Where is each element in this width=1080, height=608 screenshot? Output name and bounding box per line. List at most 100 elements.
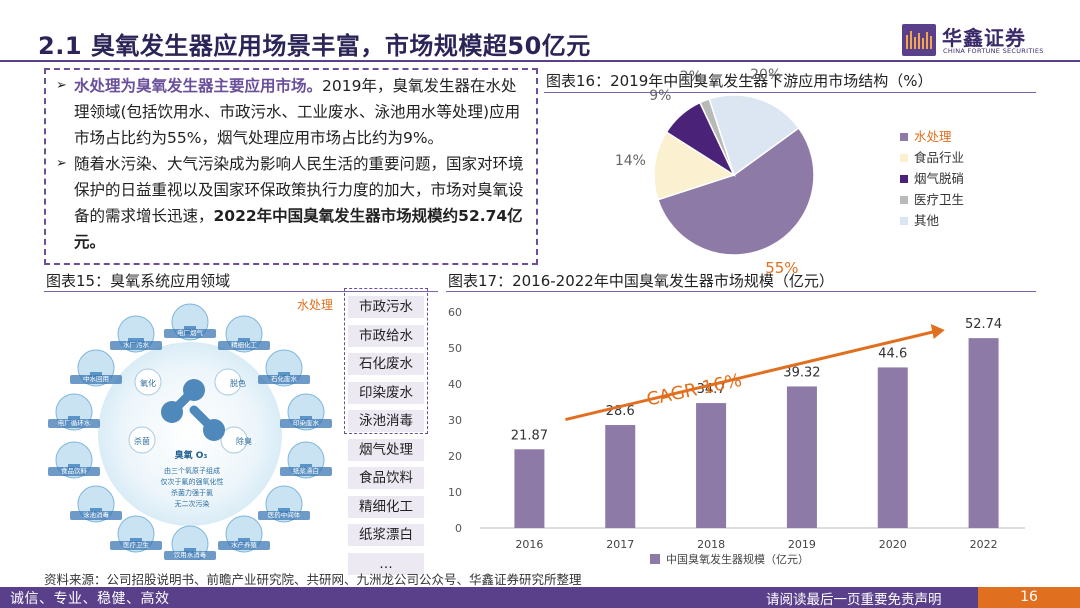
bar xyxy=(514,449,545,528)
bullet-2-strong: 2022年中国臭氧发生器市场规模约52.74亿元。 xyxy=(74,207,523,251)
pie-data-label: 14% xyxy=(614,152,646,169)
page-number: 16 xyxy=(978,587,1080,608)
application-photo-label: 纸浆漂白 xyxy=(280,467,332,476)
application-item: 纸浆漂白 xyxy=(348,524,424,546)
legend-label: 食品行业 xyxy=(914,150,965,165)
water-application-item: 石化废水 xyxy=(348,353,424,375)
bullet-2-text: 随着水污染、大气污染成为影响人民生活的重要问题，国家对环境保护的日益重视以及国家… xyxy=(74,155,524,225)
water-treatment-box xyxy=(344,288,428,434)
pie-slice-0 xyxy=(656,126,814,256)
fig17-title: 图表17：2016-2022年中国臭氧发生器市场规模（亿元） xyxy=(448,272,834,290)
bar-legend-label: 中国臭氧发生器规模（亿元） xyxy=(666,552,809,566)
fig16-rule xyxy=(544,92,1036,93)
cagr-trend-arrow xyxy=(565,330,934,422)
pie-slice-1 xyxy=(654,131,736,201)
y-tick-label: 20 xyxy=(448,450,462,463)
x-tick-label: 2017 xyxy=(606,538,634,551)
cagr-arrowhead-icon xyxy=(930,324,945,339)
bar xyxy=(877,367,908,528)
bar-legend-swatch xyxy=(650,554,660,564)
application-photo-label: 食品饮料 xyxy=(48,467,100,476)
application-item: … xyxy=(348,552,424,575)
y-tick-label: 60 xyxy=(448,306,462,319)
application-photo-label: 饮用水消毒 xyxy=(164,551,216,560)
bar-data-label: 52.74 xyxy=(965,317,1002,332)
ozone-description: 由三个氧原子组成 xyxy=(164,467,220,475)
application-photo-label: 医疗卫生 xyxy=(110,541,162,550)
application-photo-label: 印染废水 xyxy=(280,419,332,428)
center-label: 除臭 xyxy=(236,437,252,446)
footer-bar: 诚信、专业、稳健、高效 请阅读最后一页重要免责声明 16 xyxy=(0,587,1080,608)
application-photo-label: 水厂污水 xyxy=(110,341,162,350)
legend-label: 医疗卫生 xyxy=(914,192,965,207)
legend-swatch xyxy=(900,195,908,204)
application-photo-label: 石化废水 xyxy=(258,375,310,384)
bar xyxy=(696,403,727,528)
ozone-application-diagram: 氧化 脱色 杀菌 除臭 臭氧 O₃ 由三个氧原子组成 仅次于氟的强氧化性 杀菌力强于氯 无二次污… xyxy=(44,294,336,563)
header-rule xyxy=(0,60,1080,62)
center-label: 氧化 xyxy=(140,379,156,388)
bar-chart: 010203040506021.87201628.6201734.7201839… xyxy=(448,306,1025,566)
x-tick-label: 2016 xyxy=(515,538,543,551)
x-tick-label: 2018 xyxy=(697,538,725,551)
water-application-item: 市政污水 xyxy=(348,296,424,318)
application-item: 烟气处理 xyxy=(348,438,424,461)
pie-data-label: 55% xyxy=(765,258,799,277)
bar xyxy=(786,386,817,528)
cagr-annotation: CAGR 16% xyxy=(645,370,744,411)
source-note: 资料来源：公司招股说明书、前瞻产业研究院、共研网、九洲龙公司公众号、华鑫证券研究… xyxy=(44,572,582,587)
legend-swatch xyxy=(900,153,908,162)
pie-legend-item: 医疗卫生 xyxy=(900,189,964,210)
y-tick-label: 0 xyxy=(455,522,462,535)
center-label: 杀菌 xyxy=(134,437,150,446)
water-application-item: 市政给水 xyxy=(348,324,424,347)
x-tick-label: 2022 xyxy=(970,538,998,551)
bullet-arrow-icon: ➢ xyxy=(56,78,67,93)
center-label: 脱色 xyxy=(230,379,246,388)
legend-swatch xyxy=(900,132,908,141)
application-photo-label: 精细化工 xyxy=(218,341,270,350)
legend-label: 烟气脱硝 xyxy=(914,171,965,186)
fig17-rule xyxy=(446,291,1036,292)
fig15-rule xyxy=(44,291,438,292)
pie-data-label: 9% xyxy=(649,87,672,104)
logo-text-en: CHINA FORTUNE SECURITIES xyxy=(943,47,1044,55)
legend-swatch xyxy=(900,216,908,225)
logo-mark-icon xyxy=(902,24,936,56)
footer-disclaimer: 请阅读最后一页重要免责声明 xyxy=(766,592,942,608)
ozone-label: 臭氧 O₃ xyxy=(174,451,208,461)
x-tick-label: 2020 xyxy=(879,538,907,551)
page-title: 2.1 臭氧发生器应用场景丰富，市场规模超50亿元 xyxy=(38,32,591,60)
application-item: 精细化工 xyxy=(348,495,424,518)
water-treatment-label: 水处理 xyxy=(297,298,334,312)
pie-data-label: 20% xyxy=(750,67,782,84)
application-item: 食品饮料 xyxy=(348,467,424,489)
y-tick-label: 40 xyxy=(448,378,462,391)
pie-slice-4 xyxy=(708,94,800,177)
pie-legend-item: 食品行业 xyxy=(900,147,964,168)
water-application-item: 泳池消毒 xyxy=(348,410,424,432)
application-photo-label: 泳池消毒 xyxy=(70,511,122,520)
bar xyxy=(968,338,999,528)
x-tick-label: 2019 xyxy=(788,538,816,551)
y-tick-label: 50 xyxy=(448,342,462,355)
pie-legend-item: 烟气脱硝 xyxy=(900,168,964,189)
ozone-description: 杀菌力强于氯 xyxy=(171,489,213,497)
bullet-1: ➢ 水处理为臭氧发生器主要应用市场。2019年，臭氧发生器在水处理领域(包括饮用… xyxy=(56,73,526,151)
bullet-1-text: 2019年，臭氧发生器在水处理领域(包括饮用水、市政污水、工业废水、泳池用水等处… xyxy=(74,77,521,147)
application-photo-label: 电厂烟气 xyxy=(164,329,216,338)
footer-motto: 诚信、专业、稳健、高效 xyxy=(10,591,170,607)
summary-box: ➢ 水处理为臭氧发生器主要应用市场。2019年，臭氧发生器在水处理领域(包括饮用… xyxy=(44,68,538,265)
pie-data-label: 2% xyxy=(679,69,702,86)
logo-text-cn: 华鑫证券 xyxy=(942,26,1026,50)
application-photo-label: 电厂循环水 xyxy=(48,419,100,428)
application-photo-label: 中水回用 xyxy=(70,375,122,384)
water-application-item: 印染废水 xyxy=(348,381,424,404)
pie-legend: 水处理 食品行业 烟气脱硝 医疗卫生 其他 xyxy=(900,126,964,231)
company-logo: 华鑫证券 CHINA FORTUNE SECURITIES xyxy=(902,20,1062,60)
bar xyxy=(605,425,636,528)
y-tick-label: 30 xyxy=(448,414,462,427)
ozone-description: 无二次污染 xyxy=(174,500,210,508)
bar-data-label: 44.6 xyxy=(878,346,907,361)
bullet-1-highlight: 水处理为臭氧发生器主要应用市场。 xyxy=(74,77,323,95)
